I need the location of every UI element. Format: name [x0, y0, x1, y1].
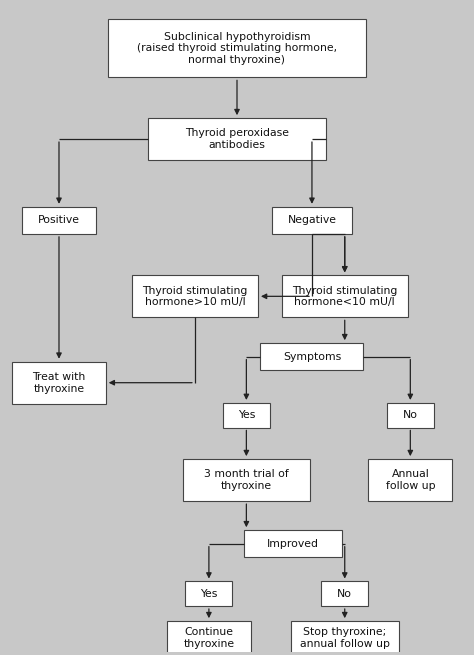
- FancyBboxPatch shape: [244, 530, 342, 557]
- Text: Symptoms: Symptoms: [283, 352, 341, 362]
- Text: Improved: Improved: [267, 539, 319, 549]
- Text: Subclinical hypothyroidism
(raised thyroid stimulating hormone,
normal thyroxine: Subclinical hypothyroidism (raised thyro…: [137, 31, 337, 65]
- FancyBboxPatch shape: [148, 118, 326, 160]
- FancyBboxPatch shape: [223, 403, 270, 428]
- Text: No: No: [337, 589, 352, 599]
- FancyBboxPatch shape: [21, 207, 97, 234]
- Text: Thyroid stimulating
hormone<10 mU/l: Thyroid stimulating hormone<10 mU/l: [292, 286, 397, 307]
- FancyBboxPatch shape: [291, 621, 399, 655]
- FancyBboxPatch shape: [387, 403, 434, 428]
- FancyBboxPatch shape: [368, 459, 453, 501]
- Text: Continue
thyroxine: Continue thyroxine: [183, 627, 235, 648]
- FancyBboxPatch shape: [132, 275, 258, 318]
- FancyBboxPatch shape: [260, 343, 364, 370]
- FancyBboxPatch shape: [321, 582, 368, 606]
- Text: Thyroid peroxidase
antibodies: Thyroid peroxidase antibodies: [185, 128, 289, 150]
- Text: Stop thyroxine;
annual follow up: Stop thyroxine; annual follow up: [300, 627, 390, 648]
- Text: Yes: Yes: [200, 589, 218, 599]
- Text: Yes: Yes: [237, 410, 255, 420]
- FancyBboxPatch shape: [12, 362, 106, 404]
- Text: Positive: Positive: [38, 215, 80, 225]
- FancyBboxPatch shape: [108, 19, 366, 77]
- FancyBboxPatch shape: [272, 207, 352, 234]
- FancyBboxPatch shape: [185, 582, 232, 606]
- Text: Thyroid stimulating
hormone>10 mU/l: Thyroid stimulating hormone>10 mU/l: [142, 286, 247, 307]
- Text: Treat with
thyroxine: Treat with thyroxine: [32, 372, 86, 394]
- Text: 3 month trial of
thyroxine: 3 month trial of thyroxine: [204, 470, 289, 491]
- Text: Annual
follow up: Annual follow up: [385, 470, 435, 491]
- FancyBboxPatch shape: [282, 275, 408, 318]
- Text: Negative: Negative: [287, 215, 337, 225]
- FancyBboxPatch shape: [167, 621, 251, 655]
- Text: No: No: [403, 410, 418, 420]
- FancyBboxPatch shape: [183, 459, 310, 501]
